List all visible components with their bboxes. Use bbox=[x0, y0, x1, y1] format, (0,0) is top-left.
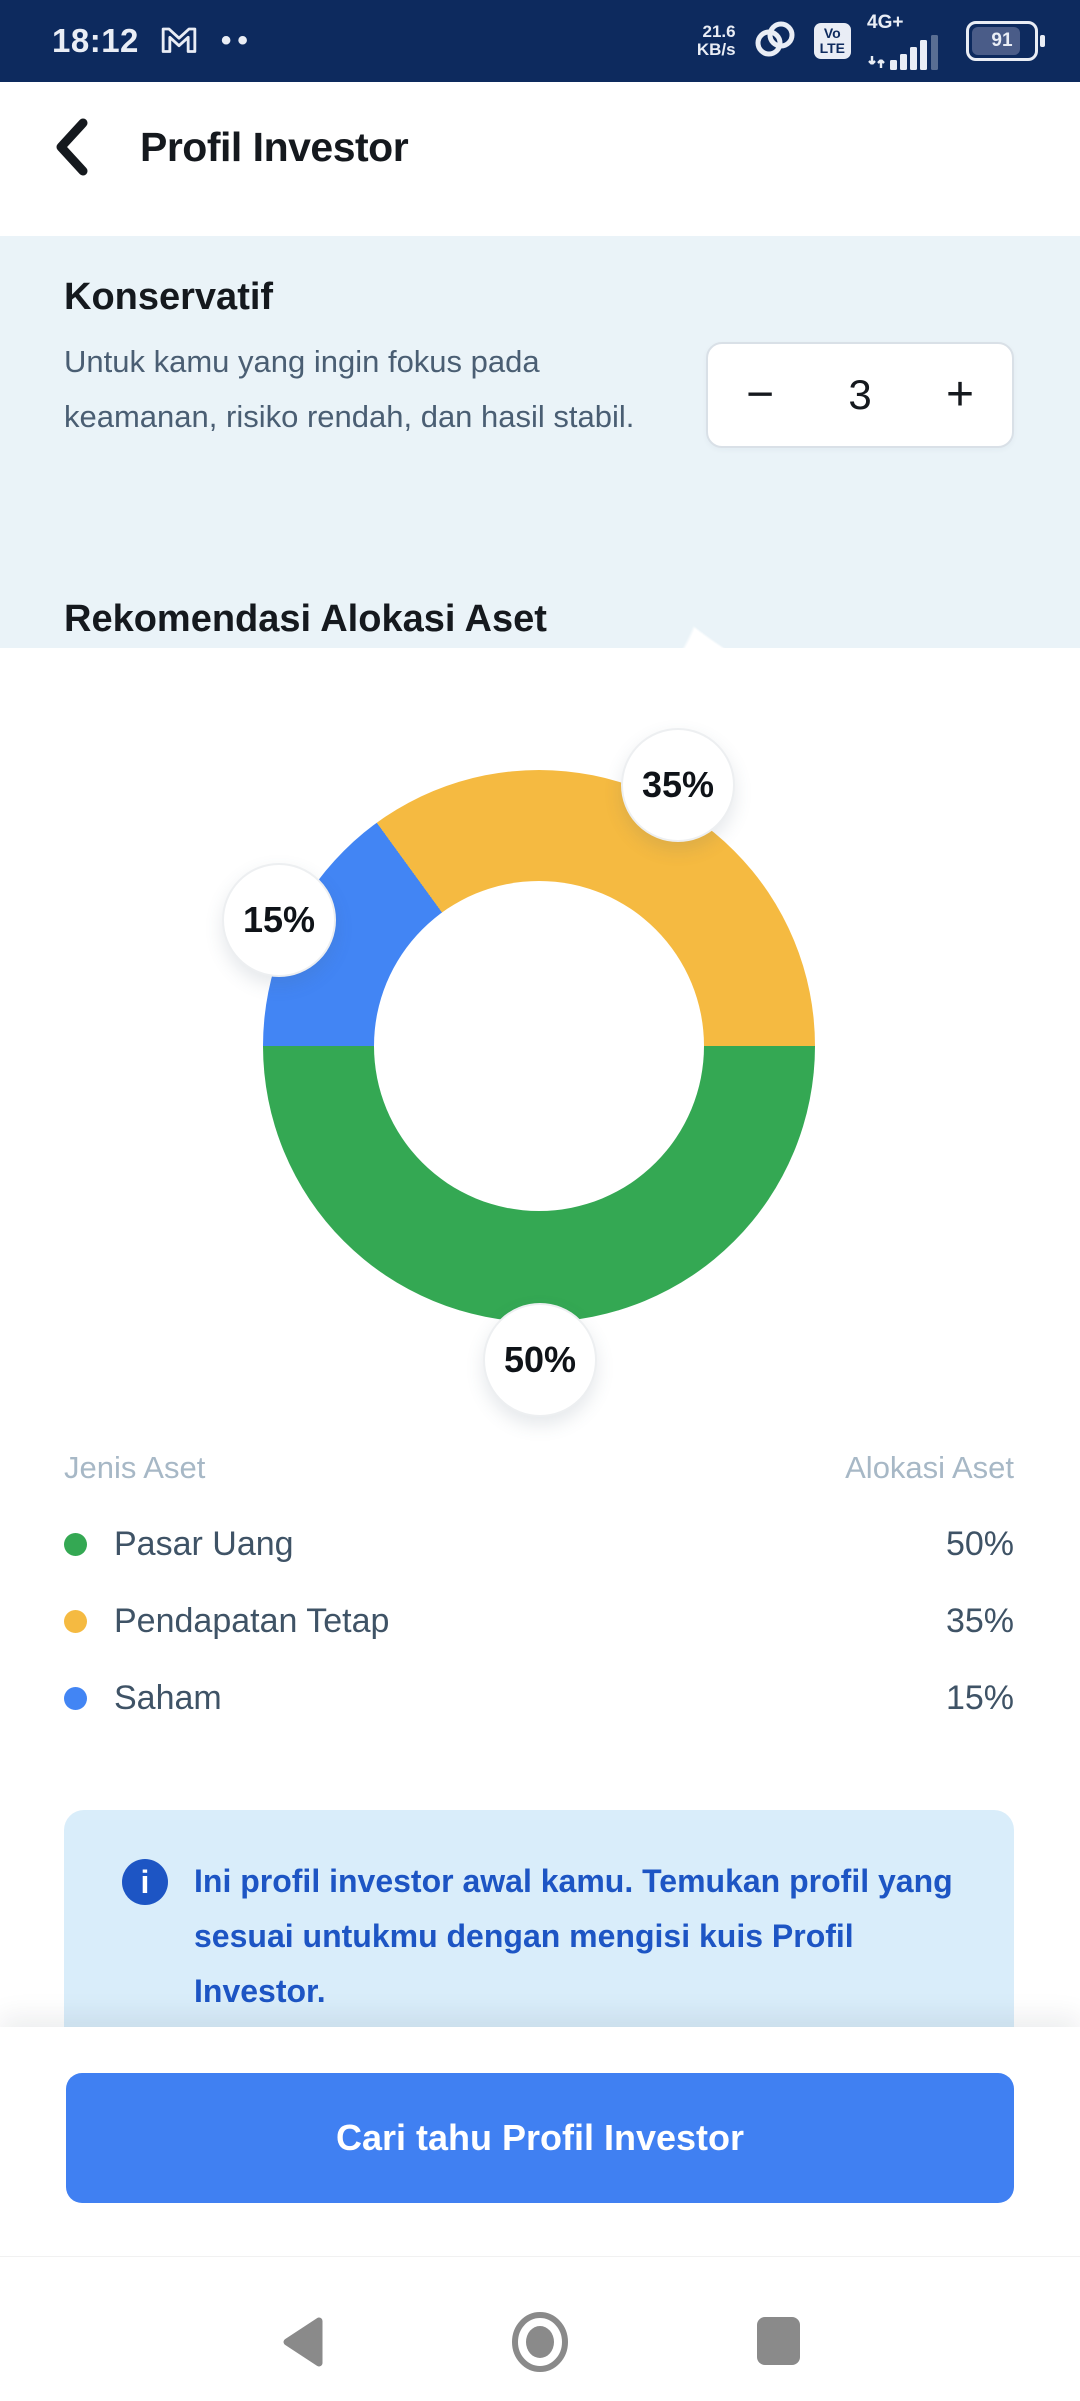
stepper-decrease-button[interactable]: − bbox=[746, 368, 775, 421]
cellular-status: 4G+ bbox=[867, 13, 946, 70]
volte-badge-icon: Vo LTE bbox=[813, 23, 851, 59]
clock: 18:12 bbox=[52, 22, 139, 59]
asset-label: Saham bbox=[114, 1679, 222, 1717]
info-icon: i bbox=[122, 1859, 168, 1905]
android-navigation-bar bbox=[0, 2256, 1080, 2401]
risk-level-stepper: − 3 + bbox=[706, 342, 1014, 448]
nav-recents-button[interactable] bbox=[757, 2317, 800, 2365]
network-speed-value: 21.6 bbox=[702, 21, 736, 41]
info-banner-content: i Ini profil investor awal kamu. Temukan… bbox=[122, 1854, 974, 2019]
battery-icon: 91 bbox=[966, 21, 1045, 61]
chart-callout-saham: 15% bbox=[222, 863, 336, 977]
table-row: Pendapatan Tetap 35% bbox=[64, 1599, 1014, 1643]
allocation-table-header: Jenis Aset Alokasi Aset bbox=[64, 1442, 1014, 1486]
nav-back-button[interactable] bbox=[281, 2315, 323, 2374]
asset-value: 15% bbox=[945, 1679, 1014, 1717]
status-bar-left: 18:12 •• bbox=[52, 22, 254, 60]
column-alokasi-aset: Alokasi Aset bbox=[845, 1450, 1014, 1485]
stepper-value: 3 bbox=[848, 371, 872, 418]
status-bar: 18:12 •• 21.6 KB/s Vo LTE 4G+ bbox=[0, 0, 1080, 82]
table-row: Pasar Uang 50% bbox=[64, 1522, 1014, 1566]
allocation-donut-chart: 35% 15% 50% bbox=[0, 660, 1080, 1430]
asset-label: Pasar Uang bbox=[114, 1525, 294, 1563]
chart-callout-pendapatan-tetap: 35% bbox=[621, 728, 735, 842]
page-title: Profil Investor bbox=[140, 123, 409, 170]
asset-label: Pendapatan Tetap bbox=[114, 1602, 390, 1640]
back-button[interactable] bbox=[52, 117, 92, 177]
column-jenis-aset: Jenis Aset bbox=[64, 1450, 206, 1485]
network-type-label: 4G+ bbox=[867, 11, 904, 33]
profile-name: Konservatif bbox=[64, 276, 274, 318]
chevron-left-icon bbox=[56, 118, 88, 176]
nav-home-circle-icon bbox=[512, 2312, 568, 2372]
allocation-table: Jenis Aset Alokasi Aset Pasar Uang 50% P… bbox=[64, 1442, 1014, 1753]
find-investor-profile-button[interactable]: Cari tahu Profil Investor bbox=[66, 2073, 1014, 2203]
donut-ring bbox=[263, 770, 815, 1322]
notification-dots-icon: •• bbox=[220, 24, 254, 57]
table-row: Saham 15% bbox=[64, 1676, 1014, 1720]
nav-back-triangle-icon bbox=[283, 2317, 323, 2367]
network-speed-unit: KB/s bbox=[696, 40, 736, 59]
asset-value: 50% bbox=[945, 1525, 1014, 1563]
battery-nub bbox=[1040, 35, 1045, 47]
info-text: Ini profil investor awal kamu. Temukan p… bbox=[194, 1863, 953, 2009]
legend-dot-blue bbox=[64, 1686, 87, 1710]
gmail-notification-icon bbox=[159, 23, 199, 60]
legend-dot-green bbox=[64, 1532, 87, 1556]
network-speed: 21.6 KB/s bbox=[696, 21, 736, 60]
stepper-increase-button[interactable]: + bbox=[945, 368, 974, 421]
battery-percent: 91 bbox=[991, 30, 1013, 51]
profile-description: Untuk kamu yang ingin fokus pada keamana… bbox=[64, 344, 635, 434]
chart-callout-pasar-uang: 50% bbox=[483, 1303, 597, 1417]
asset-value: 35% bbox=[945, 1602, 1014, 1640]
status-bar-right: 21.6 KB/s Vo LTE 4G+ bbox=[696, 13, 1045, 70]
battery-fill bbox=[972, 27, 1020, 55]
app-header: Profil Investor bbox=[0, 82, 1080, 212]
data-saver-icon bbox=[752, 19, 798, 64]
data-arrows-icon bbox=[868, 55, 885, 68]
signal-bars-icon bbox=[867, 34, 946, 70]
profile-summary-panel: Konservatif Untuk kamu yang ingin fokus … bbox=[0, 236, 1080, 648]
volte-line1: Vo bbox=[823, 25, 841, 42]
legend-dot-yellow bbox=[64, 1609, 87, 1633]
volte-line2: LTE bbox=[819, 40, 845, 56]
bottom-action-bar: Cari tahu Profil Investor bbox=[0, 2027, 1080, 2256]
section-title-allocation: Rekomendasi Alokasi Aset bbox=[64, 598, 547, 640]
nav-home-button[interactable] bbox=[511, 2311, 569, 2378]
